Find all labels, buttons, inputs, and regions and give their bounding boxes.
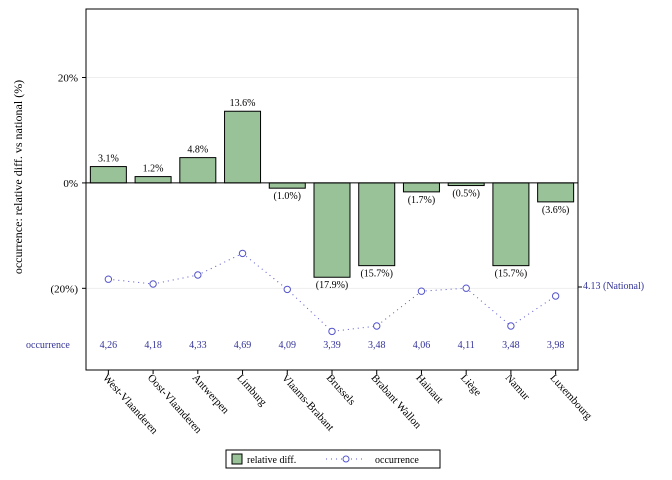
occurrence-value-label: 4,06 xyxy=(413,340,431,351)
occurrence-point xyxy=(462,284,470,292)
occurrence-point xyxy=(507,322,515,330)
bar-data-label: (1.7%) xyxy=(408,195,436,206)
legend-box xyxy=(225,449,441,469)
bar xyxy=(537,182,575,203)
occurrence-point xyxy=(328,327,336,336)
occurrence-series xyxy=(104,249,560,336)
category-label: Luxembourg xyxy=(547,372,594,422)
y-axis-label: occurrence: relative diff. vs national (… xyxy=(11,80,25,274)
category-label: Namur xyxy=(503,372,533,403)
category-label: Hainaut xyxy=(413,372,445,406)
bar-data-label: (3.6%) xyxy=(542,205,570,216)
occurrence-point xyxy=(238,249,247,258)
bar xyxy=(313,182,351,278)
bar-data-label: (0.5%) xyxy=(452,189,480,200)
occurrence-value-label: 4,11 xyxy=(458,340,475,351)
category-label: Brussels xyxy=(324,372,358,408)
category-label: Antwerpen xyxy=(190,372,232,417)
y-tick-label: 20% xyxy=(58,73,78,85)
legend-swatch-bar xyxy=(231,453,243,465)
bar-data-label: 1.2% xyxy=(143,164,164,175)
occurrence-value-label: 4,69 xyxy=(234,340,252,351)
bar-data-label: (15.7%) xyxy=(360,269,393,280)
y-axis: 20% 0% (20%) xyxy=(51,73,582,295)
bar xyxy=(402,182,440,193)
occurrence-point xyxy=(104,275,113,283)
bar-data-label: 13.6% xyxy=(230,98,256,109)
category-label: Limburg xyxy=(234,372,269,409)
occurrence-point xyxy=(373,322,381,330)
gridlines xyxy=(86,77,578,289)
occurrence-value-label: 4,33 xyxy=(189,340,207,351)
legend: relative diff. occurrence xyxy=(225,449,441,469)
occurrence-point xyxy=(149,280,157,288)
occurrence-row: 4,26 4,18 4,33 4,69 4,09 3,39 3,48 4,06 4,11 3,48… xyxy=(100,340,565,351)
bar-data-label: (15.7%) xyxy=(495,269,528,280)
bar-data-label: (1.0%) xyxy=(274,191,302,202)
occurrence-line xyxy=(108,252,556,332)
occurrence-value-label: 3,48 xyxy=(502,340,520,351)
bar xyxy=(492,182,530,267)
legend-label: occurrence xyxy=(375,455,419,466)
legend-swatch-marker xyxy=(342,455,350,463)
category-label: Liège xyxy=(458,372,484,399)
bar-data-label: 4.8% xyxy=(187,145,208,156)
occurrence-point xyxy=(551,292,560,300)
occurrence-value-label: 3,48 xyxy=(368,340,386,351)
bar-data-label: (17.9%) xyxy=(316,280,349,291)
bar xyxy=(358,182,396,267)
occurrence-value-label: 4,26 xyxy=(100,340,118,351)
bar xyxy=(134,176,172,184)
occurrence-value-label: 3,39 xyxy=(323,340,341,351)
bar xyxy=(224,110,262,184)
bar-data-label: 3.1% xyxy=(98,154,119,165)
bar xyxy=(89,166,127,184)
occurrence-point xyxy=(283,285,291,294)
y-tick-label: 0% xyxy=(63,178,78,190)
national-reference-label: 4.13 (National) xyxy=(583,281,644,292)
occurrence-row-label: occurrence xyxy=(26,340,70,351)
y-tick-label: (20%) xyxy=(51,283,79,295)
bar xyxy=(179,157,217,184)
legend-label: relative diff. xyxy=(247,455,296,466)
occurrence-value-label: 4,09 xyxy=(279,340,297,351)
occurrence-point xyxy=(194,271,202,279)
occurrence-value-label: 4,18 xyxy=(144,340,162,351)
occurrence-point xyxy=(417,287,426,295)
occurrence-value-label: 3,98 xyxy=(547,340,565,351)
bar-series xyxy=(89,110,575,278)
data-labels: 3.1% 1.2% 4.8% 13.6% (1.0%) (17.9%) (15.7%) (1.… xyxy=(98,98,569,291)
bar xyxy=(268,182,306,189)
